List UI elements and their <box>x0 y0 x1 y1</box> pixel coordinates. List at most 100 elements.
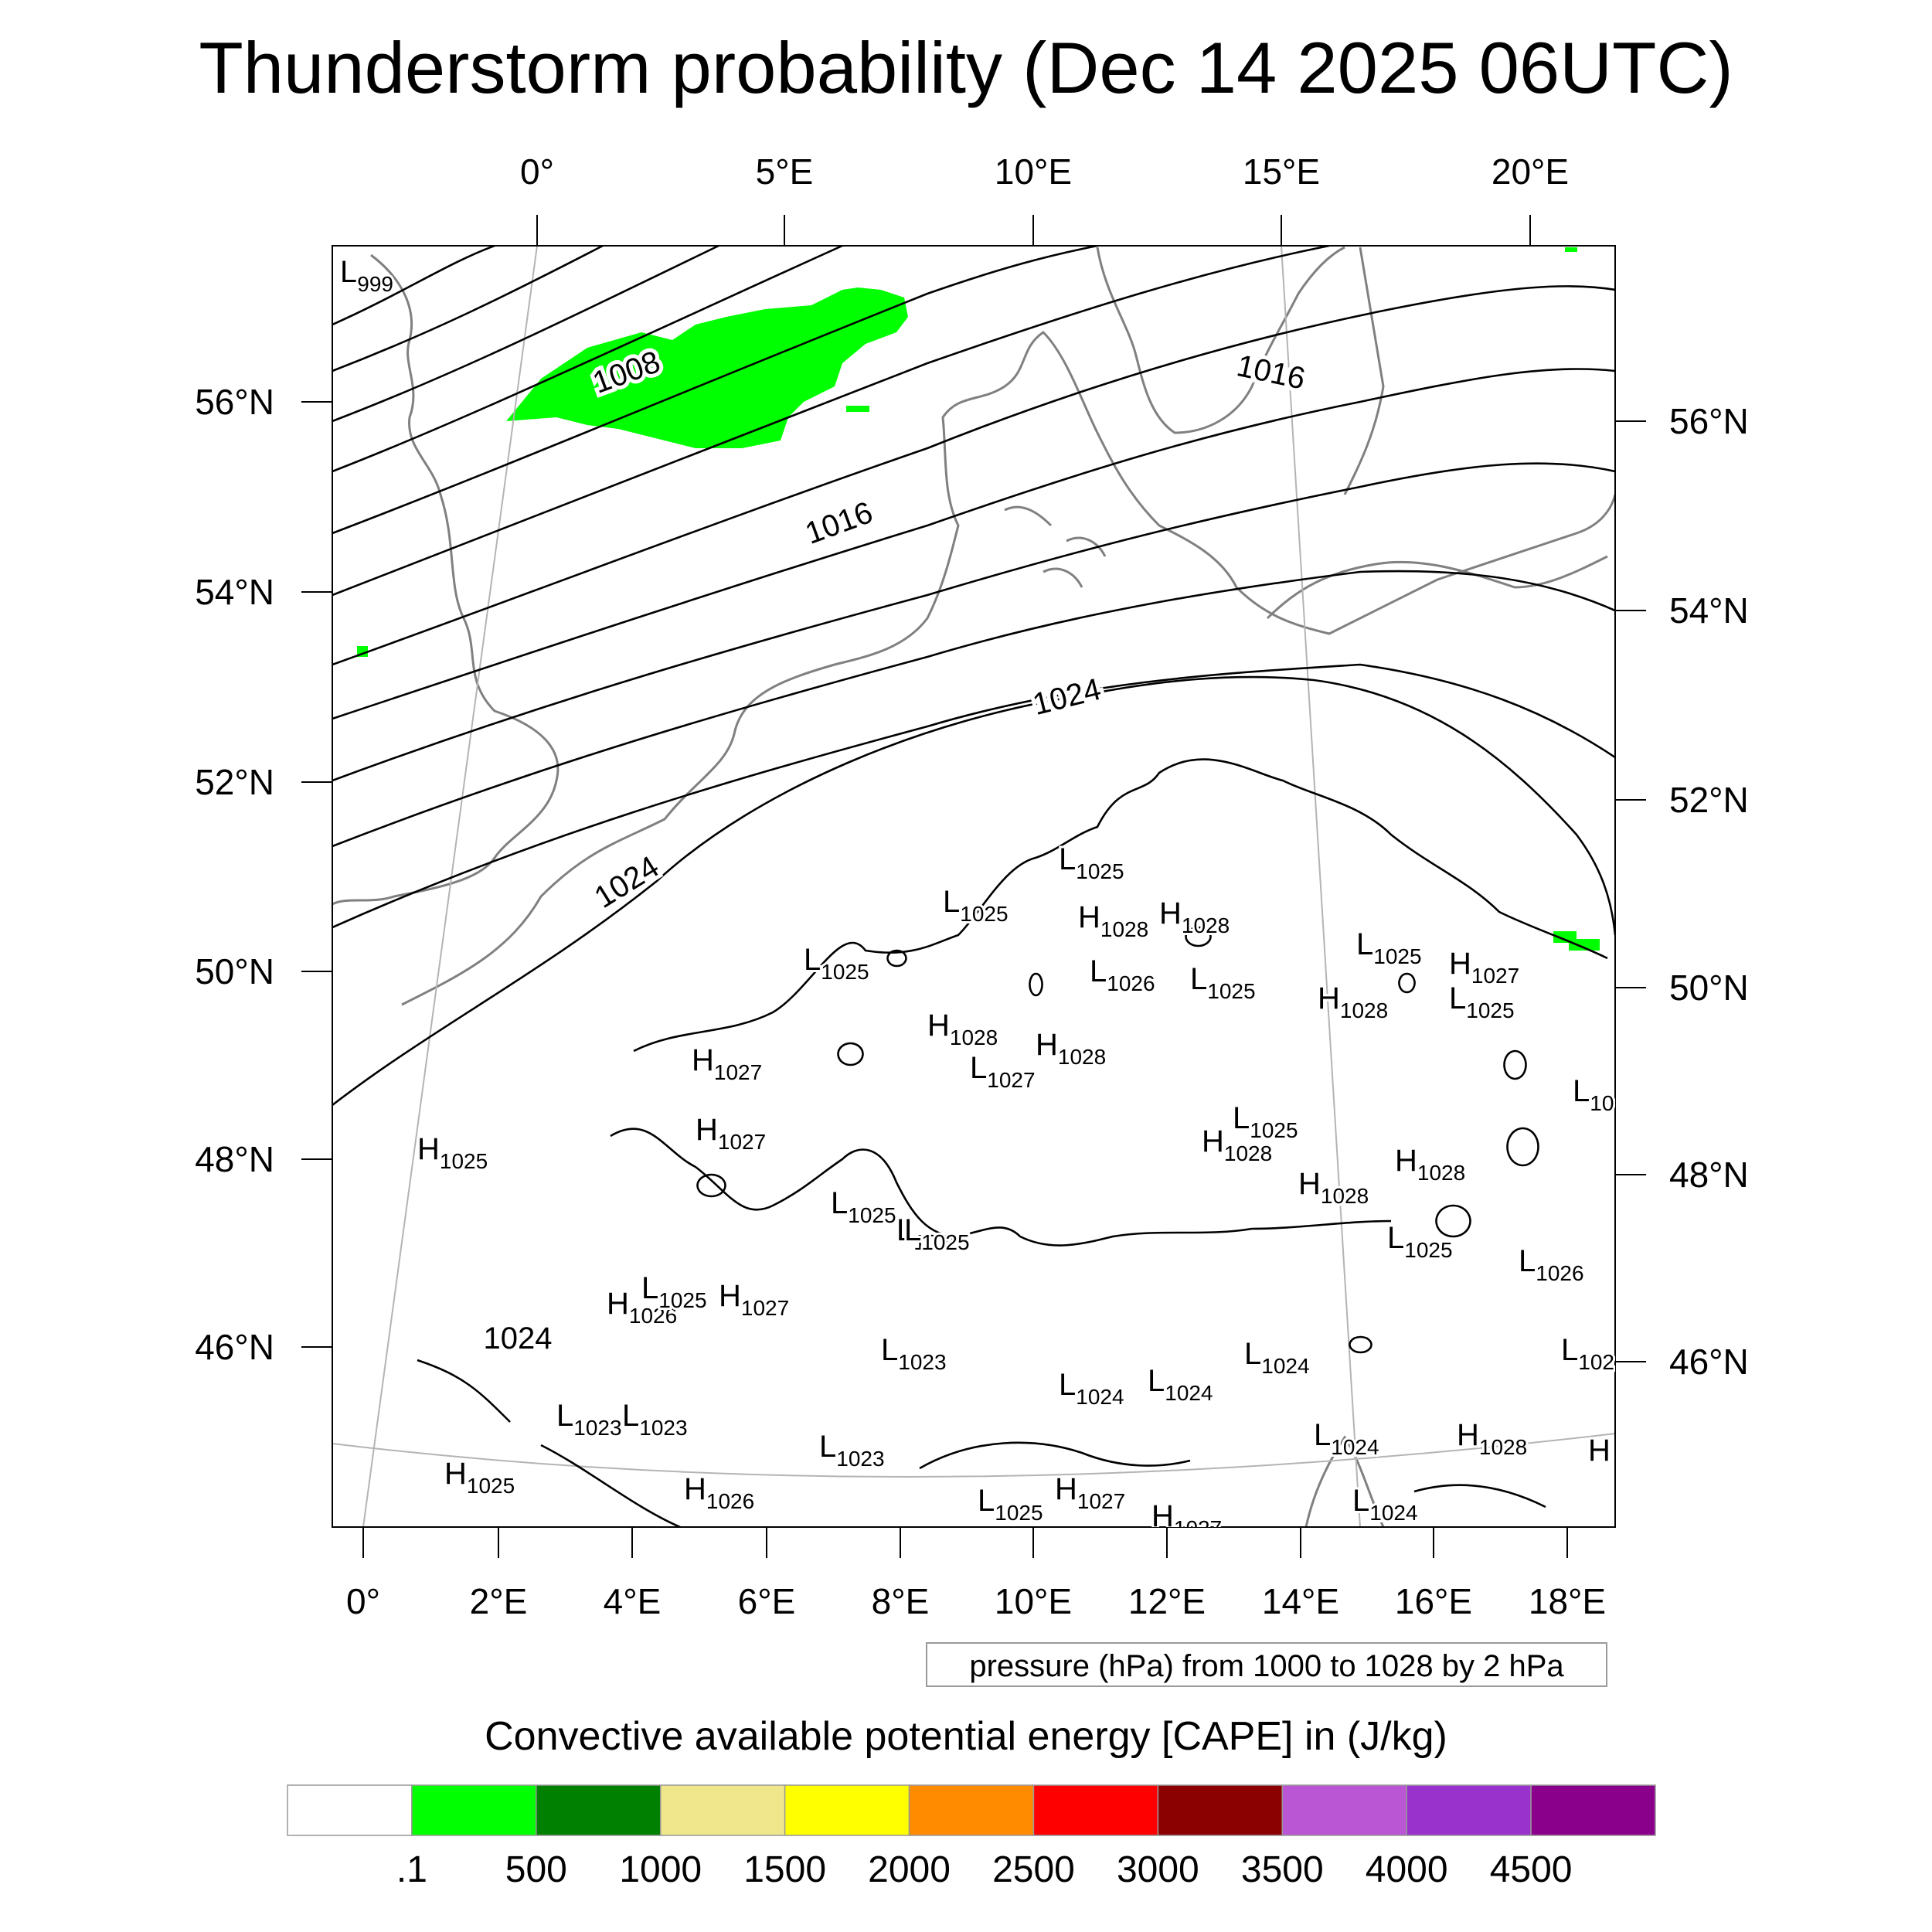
graticule <box>332 246 1615 1527</box>
isobar-small-2 <box>696 926 1539 1198</box>
contour-label: 1024 <box>1029 672 1104 722</box>
right-lat-label: 52°N <box>1669 780 1749 820</box>
low-pressure-center: L1025 <box>943 885 1009 926</box>
high-pressure-center: H1027 <box>719 1279 789 1320</box>
right-lat-label: 56°N <box>1669 401 1749 441</box>
high-pressure-center: H1028 <box>1395 1144 1465 1185</box>
contour-label: 1016 <box>801 495 877 551</box>
colorbar-swatch <box>536 1784 662 1836</box>
cape-area-north-sea <box>506 287 908 448</box>
axis-tick-marks <box>301 215 1646 1558</box>
left-lat-label: 50°N <box>195 951 274 992</box>
high-pressure-center: H1028 <box>1298 1167 1369 1208</box>
isobar-1008 <box>332 246 843 473</box>
low-pressure-center: L1027 <box>970 1051 1036 1092</box>
left-lat-label: 52°N <box>195 762 274 802</box>
high-pressure-center: H1028 <box>927 1009 998 1049</box>
coastline-sweden-east <box>1343 247 1385 495</box>
low-pressure-center: L1023 <box>622 1399 688 1440</box>
coastline-europe <box>401 331 1615 1006</box>
contour-label: 1024 <box>484 1321 553 1355</box>
low-pressure-center: L1025 <box>978 1484 1043 1525</box>
isobar-1014 <box>332 285 1615 666</box>
low-pressure-center: L1025 <box>1233 1101 1298 1142</box>
bottom-lon-label: 18°E <box>1529 1581 1606 1621</box>
left-lat-label: 46°N <box>195 1327 274 1367</box>
cape-shading <box>357 247 1600 951</box>
isobar-1026-plateau <box>633 758 1608 1053</box>
colorbar-swatch <box>659 1784 786 1836</box>
colorbar-swatch <box>1281 1784 1407 1836</box>
top-lon-label: 20°E <box>1492 151 1569 192</box>
low-pressure-center: L1023 <box>819 1430 885 1471</box>
colorbar-swatch <box>1530 1784 1656 1836</box>
coastline-baltic <box>1266 555 1608 620</box>
isobar-1018 <box>332 462 1615 782</box>
cape-patch-small <box>846 406 869 412</box>
map-title: Thunderstorm probability (Dec 14 2025 06… <box>199 27 1733 108</box>
high-pressure-center: H1025 <box>444 1457 515 1498</box>
high-pressure-center: H1027 <box>696 1113 766 1154</box>
cape-patch-east <box>1553 931 1600 951</box>
colorbar-swatch <box>1032 1784 1159 1836</box>
isobar-1010 <box>332 246 1098 535</box>
colorbar-label: 4500 <box>1490 1849 1573 1890</box>
colorbar-label: 4000 <box>1366 1849 1448 1890</box>
low-pressure-center: L1025 <box>1059 842 1124 883</box>
coastline-britain <box>332 253 560 906</box>
bottom-lon-label: 16°E <box>1395 1581 1472 1621</box>
isobar-1004 <box>332 246 604 372</box>
high-pressure-center: H1026 <box>684 1472 754 1513</box>
high-pressure-center: H1026 <box>607 1287 677 1328</box>
bottom-lon-label: 6°E <box>738 1581 796 1621</box>
isobar-1022 <box>332 663 1615 929</box>
colorbar-swatch <box>1406 1784 1532 1836</box>
low-pressure-center: L1025 <box>831 1186 896 1227</box>
colorbar-label: 3500 <box>1241 1849 1324 1890</box>
low-pressure-center: L1025 <box>804 943 869 984</box>
isobar-1002 <box>332 246 495 326</box>
low-pressure-center: L1026 <box>1519 1244 1584 1285</box>
coastline-scandinavia <box>1096 246 1345 434</box>
left-lat-label: 54°N <box>195 572 274 612</box>
contour-label: 1016 <box>1233 349 1308 396</box>
low-pressure-center: L1025 <box>1387 1221 1453 1262</box>
isobar-1024-alps <box>417 1359 1546 1527</box>
bottom-lon-label: 4°E <box>604 1581 662 1621</box>
high-pressure-center: H1028 <box>1318 981 1388 1022</box>
low-pressure-center: L1025 <box>1190 962 1256 1003</box>
high-pressure-center: H <box>1588 1434 1611 1468</box>
top-lon-label: 10°E <box>995 151 1072 192</box>
isobar-1006 <box>332 246 719 423</box>
high-pressure-center: H1028 <box>1457 1418 1527 1459</box>
colorbar-swatch <box>411 1784 537 1836</box>
bottom-lon-label: 2°E <box>470 1581 528 1621</box>
high-pressure-center: H1025 <box>417 1132 488 1173</box>
top-lon-label: 0° <box>520 151 554 192</box>
high-pressure-center: H1027 <box>1449 947 1519 988</box>
bottom-lon-label: 10°E <box>995 1581 1072 1621</box>
axis-tick-labels: 0° 5°E 10°E 15°E 20°E 0° 2°E 4°E 6°E 8°E… <box>195 151 1749 1621</box>
bottom-lon-label: 14°E <box>1262 1581 1339 1621</box>
low-pressure-center: L1024 <box>1059 1368 1124 1409</box>
top-lon-label: 15°E <box>1243 151 1320 192</box>
high-pressure-center: H1028 <box>1202 1124 1272 1165</box>
colorbar-swatch <box>908 1784 1035 1836</box>
isobar-1020 <box>332 570 1615 848</box>
high-pressure-center: H1027 <box>1055 1472 1125 1513</box>
contour-info-box: pressure (hPa) from 1000 to 1028 by 2 hP… <box>926 1642 1607 1687</box>
colorbar-swatch <box>287 1784 413 1836</box>
isobar-1024 <box>332 675 1615 1107</box>
cape-patch-top <box>1565 247 1577 252</box>
high-pressure-center: H1027 <box>692 1043 762 1084</box>
low-pressure-center: L102 <box>1561 1333 1614 1374</box>
coastline-adriatic <box>1304 1435 1385 1527</box>
right-lat-label: 48°N <box>1669 1155 1749 1195</box>
low-pressure-center: L1025 <box>1449 981 1515 1022</box>
isobar-small-1 <box>837 949 1471 1354</box>
low-pressure-center: L1025 <box>641 1271 707 1312</box>
right-lat-label: 54°N <box>1669 590 1749 631</box>
high-pressure-center: H1028 <box>1036 1028 1106 1069</box>
